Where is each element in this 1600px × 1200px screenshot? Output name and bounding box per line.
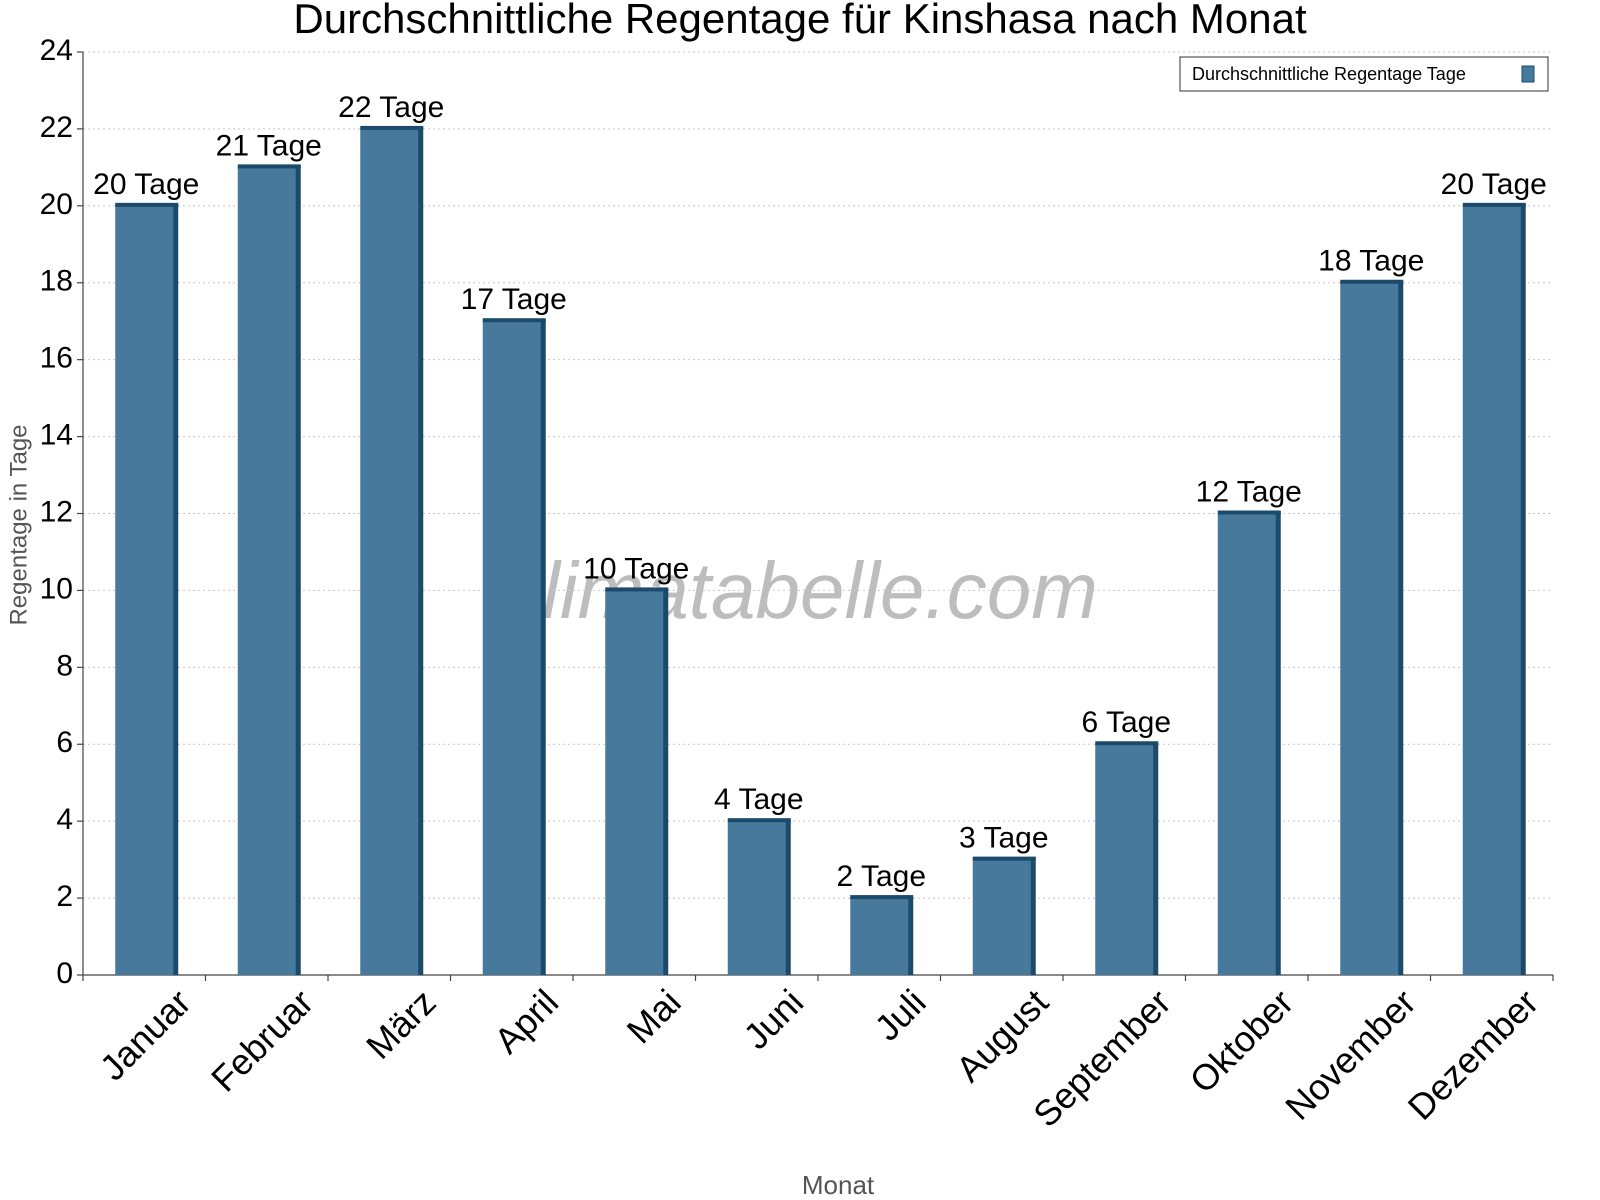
bar [1340, 282, 1399, 975]
bar-side [172, 203, 179, 976]
x-tick-label: März [358, 981, 444, 1067]
x-tick-label: Januar [92, 981, 199, 1088]
x-tick-label: Juli [866, 981, 933, 1048]
value-label: 6 Tage [1081, 706, 1171, 739]
bar [115, 205, 174, 976]
bar-top [972, 856, 1036, 861]
y-tick-label: 6 [56, 726, 73, 759]
y-tick-label: 20 [40, 188, 73, 221]
y-tick-label: 4 [56, 803, 73, 836]
x-tick-label: Juni [735, 981, 811, 1057]
bar [1217, 513, 1276, 975]
bar-side [1274, 511, 1281, 975]
bar-side [1029, 857, 1036, 975]
bar-side [1397, 280, 1404, 975]
y-tick-label: 16 [40, 342, 73, 375]
x-axis-title: Monat [802, 1170, 875, 1200]
bar-top [850, 895, 914, 900]
bar-side [907, 896, 914, 975]
bar [1095, 744, 1154, 975]
x-tick-label: Dezember [1400, 981, 1546, 1127]
bar [1462, 205, 1521, 976]
value-label: 22 Tage [338, 91, 444, 124]
y-tick-label: 22 [40, 111, 73, 144]
legend: Durchschnittliche Regentage Tage [1179, 56, 1549, 92]
legend-swatch [1521, 65, 1535, 83]
value-label: 12 Tage [1196, 475, 1302, 508]
value-label: 18 Tage [1318, 245, 1424, 278]
x-tick-label: Februar [203, 981, 321, 1099]
bar-top [360, 125, 424, 130]
value-label: 10 Tage [583, 552, 689, 585]
value-label: 2 Tage [836, 860, 926, 893]
bar-top [1095, 741, 1159, 746]
bar-top [605, 587, 669, 592]
bar-top [115, 202, 179, 207]
legend-box [1179, 56, 1549, 92]
bar [850, 898, 909, 975]
bar [482, 321, 541, 975]
bar-top [1217, 510, 1281, 515]
y-axis-title: Regentage in Tage [5, 424, 32, 625]
bar-side [784, 819, 791, 975]
bar [727, 821, 786, 975]
bar [972, 859, 1031, 975]
chart-title: Durchschnittliche Regentage für Kinshasa… [293, 0, 1307, 42]
y-tick-label: 8 [56, 649, 73, 682]
bar [360, 128, 419, 975]
bar-top [237, 164, 301, 169]
bar [237, 167, 296, 975]
bar-side [539, 319, 546, 975]
legend-label: Durchschnittliche Regentage Tage [1192, 64, 1466, 84]
bar-side [662, 588, 669, 975]
value-label: 4 Tage [714, 783, 804, 816]
x-tick-label: April [486, 981, 566, 1061]
x-tick-label: November [1277, 981, 1423, 1127]
x-tick-label: August [948, 981, 1056, 1089]
bar-side [417, 126, 424, 975]
value-label: 20 Tage [1441, 168, 1547, 201]
value-label: 17 Tage [461, 283, 567, 316]
bar-top [727, 818, 791, 823]
x-tick-label: Mai [619, 981, 689, 1051]
y-tick-label: 14 [40, 419, 73, 452]
y-tick-label: 2 [56, 880, 73, 913]
value-label: 20 Tage [93, 168, 199, 201]
bar-side [294, 165, 301, 975]
value-label: 3 Tage [959, 822, 1049, 855]
bar-side [1519, 203, 1526, 976]
bar-top [482, 318, 546, 323]
y-tick-label: 12 [40, 495, 73, 528]
bar-top [1462, 202, 1526, 207]
y-tick-label: 24 [40, 34, 73, 67]
y-tick-label: 18 [40, 265, 73, 298]
bar-side [1152, 742, 1159, 975]
y-tick-label: 10 [40, 572, 73, 605]
bar-top [1340, 279, 1404, 284]
value-label: 21 Tage [216, 129, 322, 162]
bar [605, 590, 664, 975]
x-tick-label: Oktober [1182, 981, 1302, 1101]
y-tick-label: 0 [56, 957, 73, 990]
